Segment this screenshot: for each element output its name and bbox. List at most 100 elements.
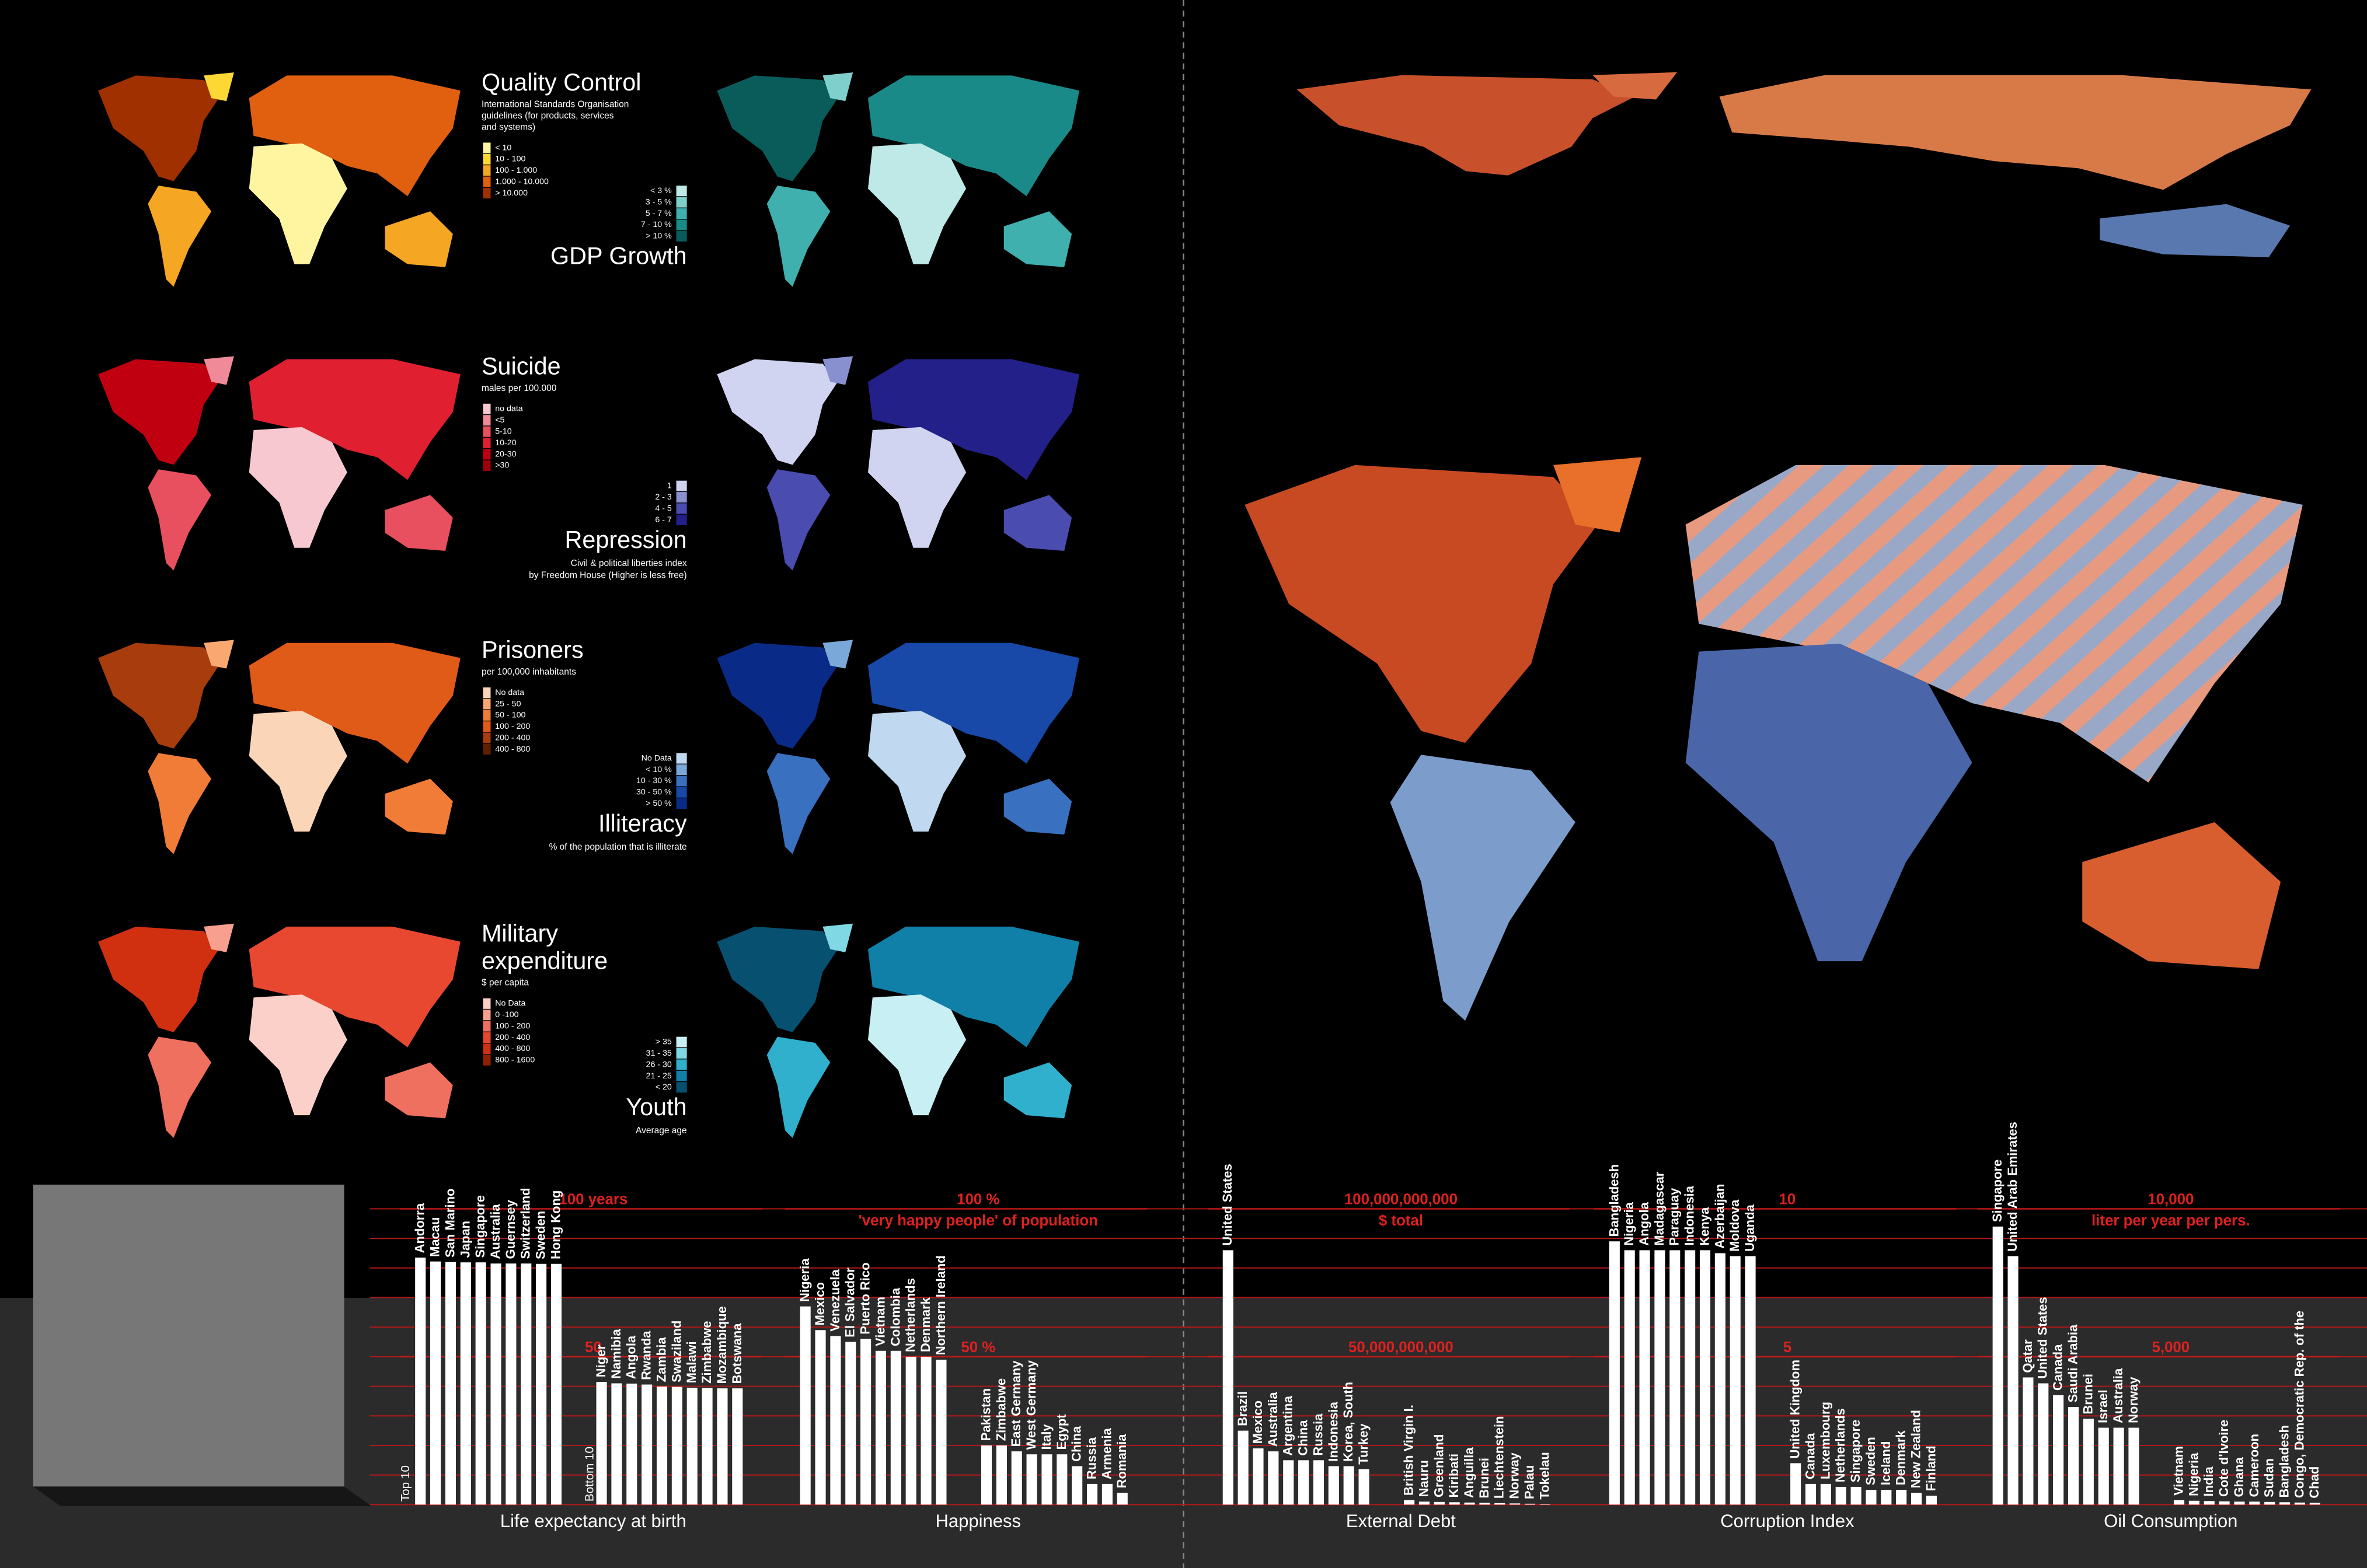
legend-label: 5 - 7 % — [646, 209, 672, 218]
eurasia — [1685, 465, 2303, 783]
legend-swatch — [483, 1043, 491, 1054]
legend-label: 0 -100 — [495, 1010, 518, 1019]
category-label: Sweden — [1863, 1437, 1878, 1485]
unit-label: 'very happy people' of population — [859, 1213, 1098, 1229]
bar — [2007, 1256, 2019, 1505]
bar — [415, 1258, 426, 1505]
bar — [2053, 1395, 2064, 1505]
bar — [506, 1263, 517, 1505]
bar — [1449, 1502, 1460, 1505]
legend-label: < 10 — [495, 143, 511, 152]
bar — [1654, 1250, 1665, 1505]
category-label: San Marino — [442, 1189, 457, 1258]
africa — [249, 711, 347, 832]
bar — [2083, 1419, 2094, 1505]
greenland — [822, 923, 853, 952]
legend-swatch — [676, 492, 687, 503]
category-label: Denmark — [1894, 1430, 1908, 1485]
legend-swatch — [483, 699, 491, 710]
world-map — [98, 72, 461, 287]
australia — [385, 495, 453, 551]
category-label: Andorra — [413, 1203, 427, 1253]
legend-label: < 10 % — [646, 765, 672, 774]
category-label: Bangladesh — [1606, 1164, 1621, 1237]
legend-label: 10 - 100 — [495, 155, 525, 164]
category-label: Namibia — [609, 1329, 623, 1379]
bar — [1072, 1466, 1083, 1505]
category-label: Colombia — [888, 1287, 902, 1346]
category-label: Japan — [458, 1221, 472, 1258]
legend-label: 100 - 1.000 — [495, 166, 537, 175]
map-title: Repression — [564, 526, 686, 553]
bar — [1418, 1501, 1430, 1505]
y-tick-label: 100 years — [559, 1192, 628, 1208]
greenland — [204, 640, 234, 669]
legend-label: 100 - 200 — [495, 1021, 530, 1031]
bar — [1268, 1451, 1279, 1505]
legend-swatch — [676, 776, 687, 787]
map-title: Illiteracy — [598, 810, 687, 837]
category-label: Northern Ireland — [933, 1255, 948, 1355]
bar — [1237, 1430, 1249, 1505]
category-label: Finland — [1923, 1445, 1938, 1491]
bar — [2098, 1427, 2109, 1505]
legend-swatch — [676, 1036, 687, 1047]
australia — [385, 1062, 453, 1119]
greenland — [822, 640, 853, 669]
category-label: Kiribati — [1446, 1454, 1461, 1498]
category-label: Denmark — [918, 1297, 933, 1352]
bar — [1609, 1241, 1620, 1505]
category-label: Pakistan — [978, 1388, 993, 1441]
y-tick-label: 10,000 — [2148, 1192, 2194, 1208]
category-label: Rwanda — [639, 1330, 654, 1380]
legend-label: 20-30 — [495, 449, 516, 459]
australia — [2100, 204, 2291, 257]
map-subtitle: per 100,000 inhabitants — [482, 667, 576, 677]
legend-label: No Data — [495, 999, 525, 1008]
map-subtitle: males per 100.000 — [482, 383, 557, 393]
bar — [1404, 1500, 1415, 1505]
bar — [1524, 1503, 1536, 1505]
chart-title: External Debt — [1346, 1511, 1456, 1531]
category-label: Egypt — [1054, 1414, 1069, 1450]
map-title: Youth — [626, 1094, 686, 1120]
legend-label: < 20 — [656, 1082, 672, 1092]
category-label: Norway — [1507, 1452, 1522, 1499]
bar — [1805, 1483, 1817, 1505]
eurasia — [868, 926, 1080, 1047]
bar — [611, 1383, 622, 1505]
chart-title: Corruption Index — [1720, 1511, 1854, 1531]
bar — [815, 1330, 826, 1505]
category-label: Ghana — [2232, 1457, 2246, 1497]
category-label: Macau — [428, 1217, 442, 1257]
category-label: Canada — [2051, 1344, 2065, 1391]
map-title: Prisoners — [482, 637, 584, 663]
world-map — [717, 640, 1080, 854]
bar — [1510, 1503, 1521, 1505]
chart-title: Oil Consumption — [2104, 1511, 2237, 1531]
legend-label: >30 — [495, 461, 509, 470]
maps: Quality Control International Standards O… — [98, 69, 2312, 1138]
category-label: Australia — [1266, 1392, 1280, 1447]
category-label: Nigeria — [2186, 1452, 2201, 1496]
category-label: Brazil — [1235, 1391, 1250, 1426]
category-label: Saudi Arabia — [2065, 1324, 2080, 1402]
australia — [385, 778, 453, 835]
greenland — [204, 356, 234, 385]
south-america — [1390, 755, 1575, 1021]
category-label: Canada — [1803, 1433, 1817, 1479]
category-label: Argentina — [1281, 1395, 1295, 1455]
bar — [1850, 1486, 1861, 1505]
category-label: Norway — [2126, 1377, 2141, 1423]
bar — [1328, 1466, 1339, 1505]
legend-swatch — [676, 798, 687, 809]
group-label: Bottom 10 — [583, 1447, 596, 1501]
category-label: Nigeria — [797, 1258, 812, 1302]
north-america — [98, 642, 219, 749]
category-label: Israel — [2096, 1389, 2110, 1423]
map-title: Military — [482, 920, 558, 947]
category-label: Iceland — [1878, 1441, 1893, 1486]
bar — [2188, 1500, 2199, 1505]
map-subtitle: and systems) — [482, 122, 535, 132]
legend-label: 30 - 50 % — [636, 788, 672, 797]
